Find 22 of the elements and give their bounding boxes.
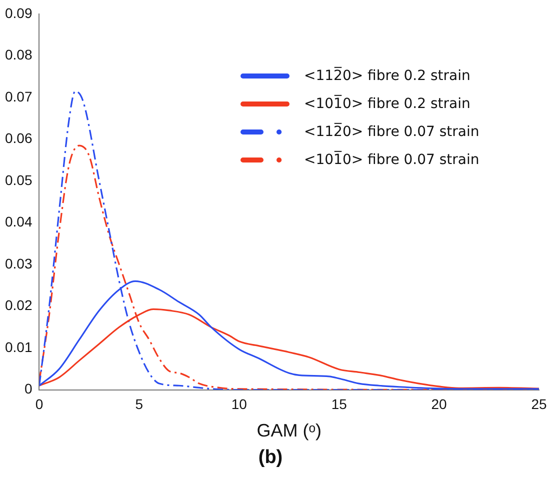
x-tick-label: 15 (331, 396, 348, 412)
x-tick-label: 20 (431, 396, 448, 412)
y-tick-label: 0.06 (5, 130, 32, 146)
y-tick-label: 0.09 (5, 4, 32, 21)
x-tick-label: 5 (135, 396, 144, 412)
y-tick-label: 0.03 (5, 255, 32, 272)
x-tick-label: 25 (531, 396, 547, 412)
legend-label: <112̅0> fibre 0.2 strain (304, 68, 470, 84)
legend-label: <101̅0> fibre 0.07 strain (304, 152, 480, 168)
x-axis-title: GAM (ᵒ) (256, 420, 322, 440)
y-tick-label: 0.07 (5, 88, 32, 104)
x-tick-label: 10 (231, 396, 248, 412)
x-tick-label: 0 (35, 396, 44, 412)
y-tick-label: 0.01 (5, 338, 32, 355)
y-tick-label: 0.02 (5, 297, 32, 314)
y-tick-label: 0.04 (5, 214, 32, 230)
y-tick-label: 0.08 (5, 46, 32, 63)
text: (b) (258, 446, 283, 468)
legend-label: <101̅0> fibre 0.2 strain (304, 96, 470, 112)
legend-label: <112̅0> fibre 0.07 strain (304, 124, 480, 140)
y-tick-label: 0.05 (5, 172, 32, 188)
y-tick-label: 0 (24, 380, 32, 397)
